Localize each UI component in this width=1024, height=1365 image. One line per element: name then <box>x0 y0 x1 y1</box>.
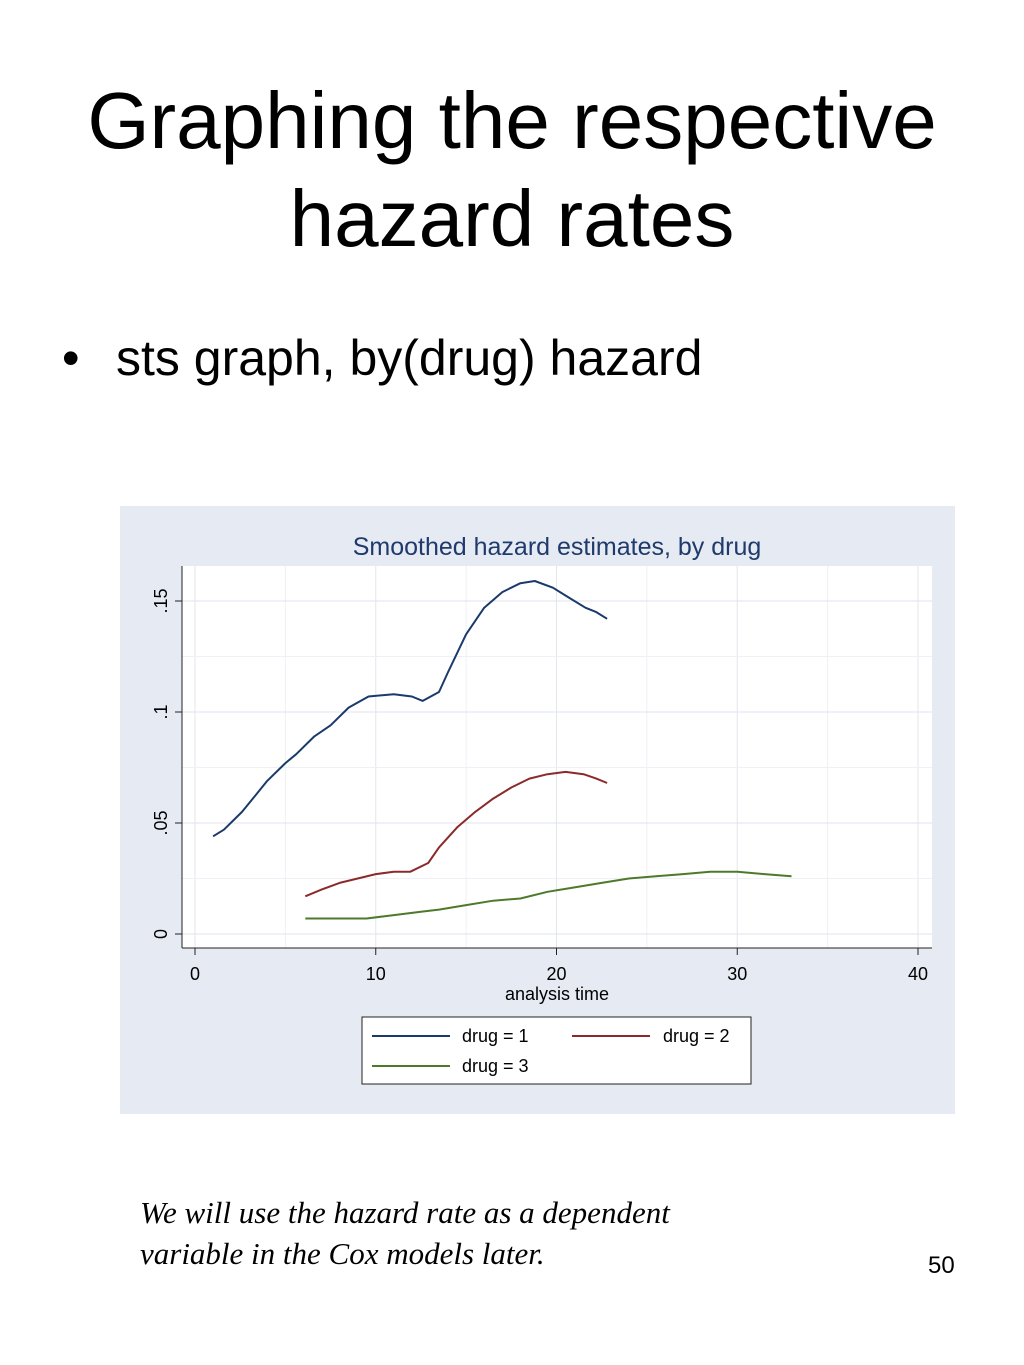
x-tick-label: 0 <box>190 964 200 984</box>
bullet-item: • sts graph, by(drug) hazard <box>62 326 702 390</box>
legend-label-drug-2: drug = 2 <box>663 1026 730 1046</box>
x-tick-label: 20 <box>546 964 566 984</box>
series-line-drug-2 <box>304 770 608 898</box>
slide-note: We will use the hazard rate as a depende… <box>140 1195 670 1271</box>
x-axis-title: analysis time <box>505 984 609 1004</box>
y-tick-label: .15 <box>151 588 171 613</box>
x-tick-label: 40 <box>908 964 928 984</box>
x-tick-label: 10 <box>366 964 386 984</box>
series-line-drug-1 <box>212 580 608 838</box>
slide-title-line-1: Graphing the respective <box>87 76 937 165</box>
legend-box <box>361 1016 752 1085</box>
bullet-marker: • <box>62 330 80 386</box>
legend-label-drug-3: drug = 3 <box>462 1056 529 1076</box>
y-tick-label: .05 <box>151 810 171 835</box>
y-tick-label: .1 <box>151 704 171 719</box>
slide-title: Graphing the respective hazard rates <box>0 72 1024 268</box>
series-line-drug-3 <box>305 870 792 920</box>
chart-title: Smoothed hazard estimates, by drug <box>353 533 762 561</box>
x-tick-label: 30 <box>727 964 747 984</box>
slide-title-line-2: hazard rates <box>289 174 735 263</box>
legend-label-drug-1: drug = 1 <box>462 1026 529 1046</box>
y-tick-label: 0 <box>151 929 171 939</box>
bullet-text: sts graph, by(drug) hazard <box>116 330 703 386</box>
chart-panel: Smoothed hazard estimates, by drug 0 10 20 3… <box>120 506 955 1114</box>
hazard-chart: Smoothed hazard estimates, by drug 0 10 20 3… <box>151 533 932 1085</box>
page-number: 50 <box>928 1252 955 1279</box>
